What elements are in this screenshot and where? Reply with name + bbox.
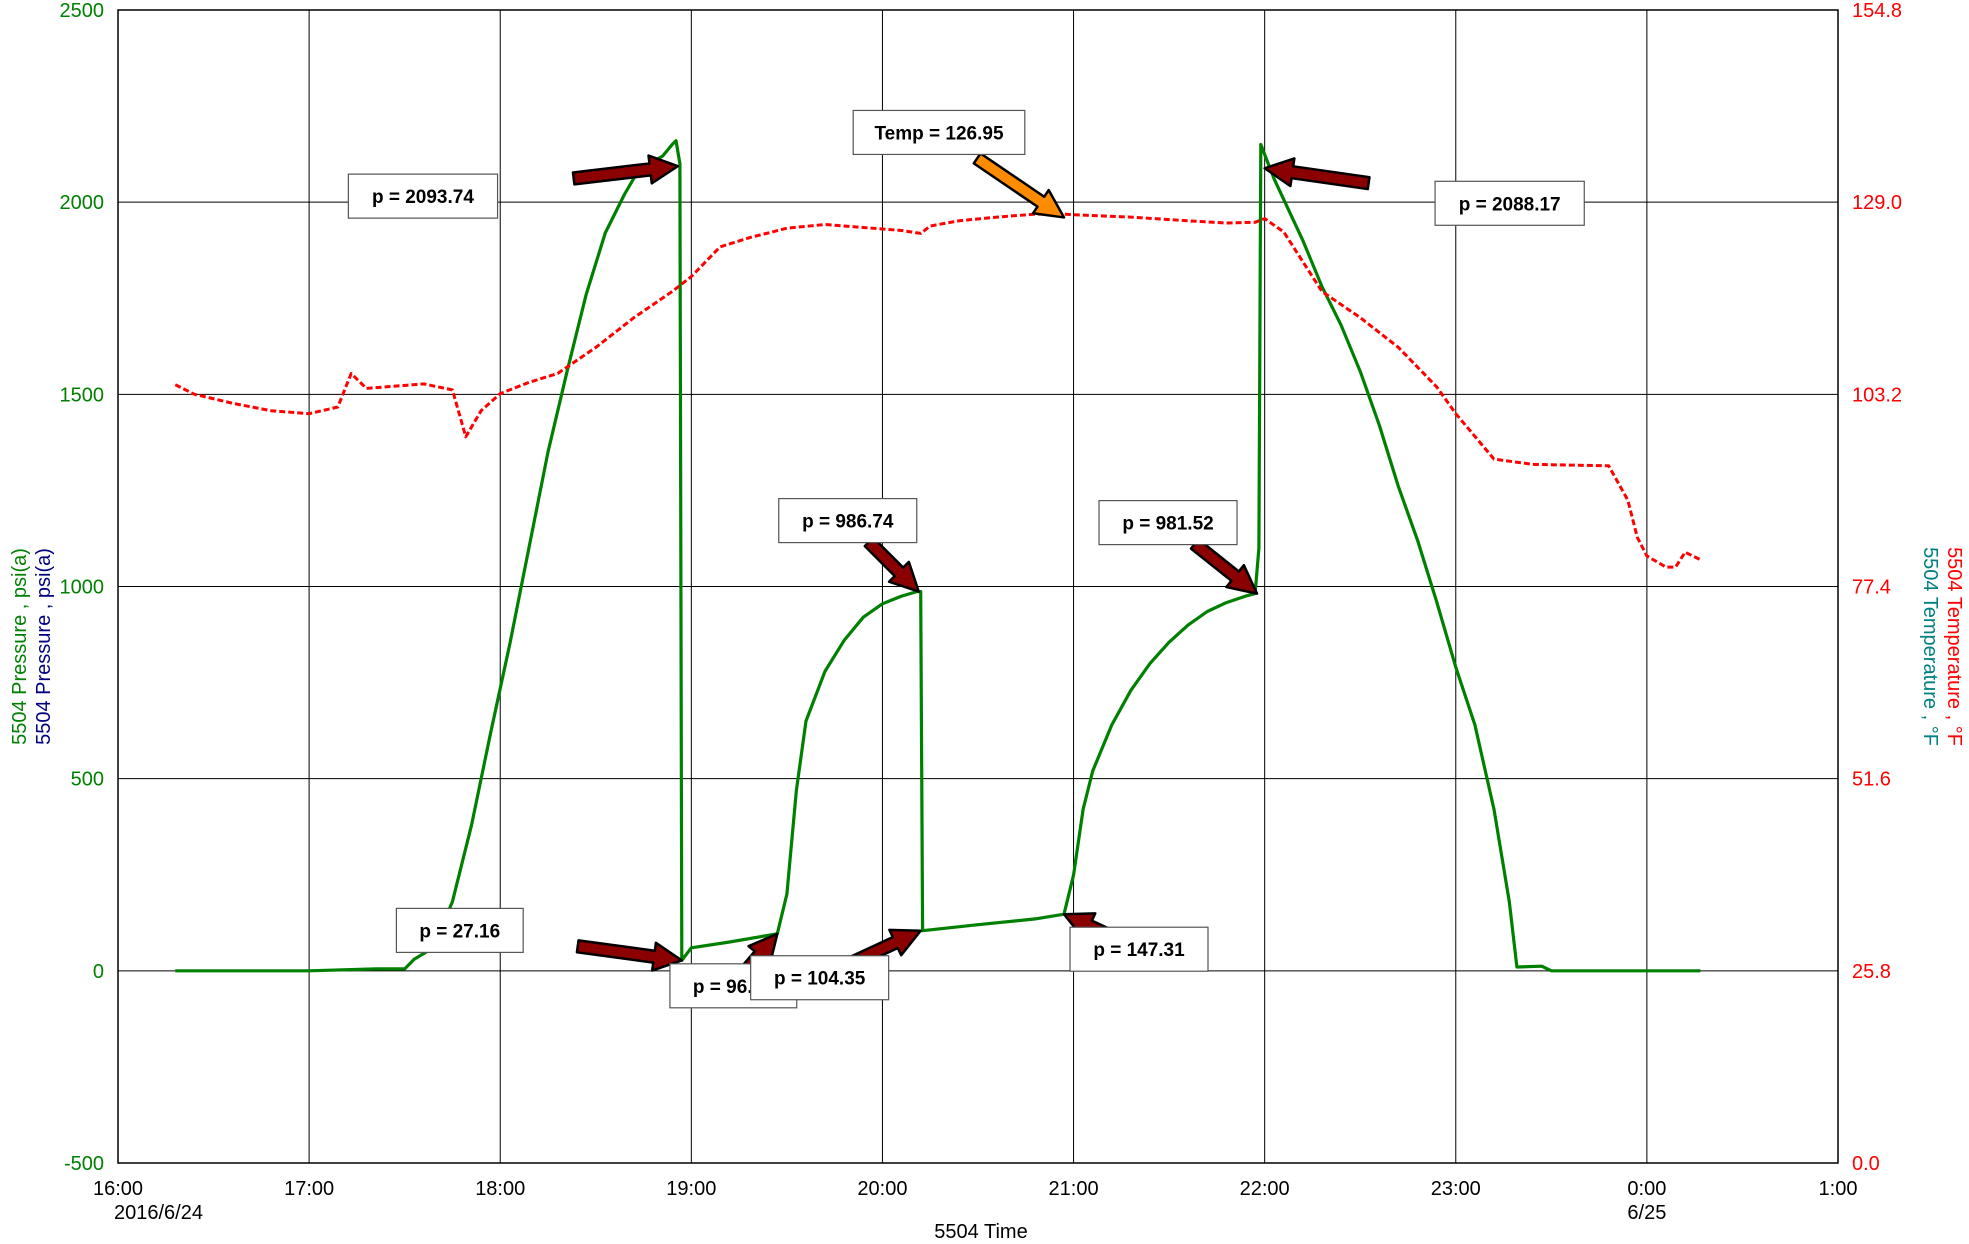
callout-box xyxy=(395,907,524,953)
callout-arrow xyxy=(1263,157,1371,191)
callout-label: p = 986.74 xyxy=(802,512,894,533)
y-axis-title-right: 5504 Temperature , °F xyxy=(1919,547,1941,746)
y-left-tick-label: 1500 xyxy=(60,384,105,406)
y-axis-title-left: 5504 Pressure , psi(a) xyxy=(33,548,55,745)
x-tick-sublabel: 2016/6/24 xyxy=(114,1202,203,1224)
y-axis-titles-left: 5504 Pressure , psi(a) 5504 Pressure , ps… xyxy=(9,548,55,745)
pressure-series-line xyxy=(175,139,1701,973)
callout-label: p = 2093.74 xyxy=(372,187,474,208)
callout-arrow xyxy=(575,939,684,972)
callout-arrow xyxy=(571,154,680,186)
callout-arrow xyxy=(1189,537,1259,595)
x-tick-label: 20:00 xyxy=(857,1178,907,1200)
x-tick-label: 22:00 xyxy=(1240,1178,1290,1200)
callout-box xyxy=(1098,500,1238,546)
y-left-tick-label: 1000 xyxy=(60,577,105,599)
x-tick-label: 1:00 xyxy=(1819,1178,1858,1200)
y-right-tick-label: 77.4 xyxy=(1852,577,1891,599)
x-tick-sublabel: 6/25 xyxy=(1627,1202,1666,1224)
x-tick-label: 19:00 xyxy=(666,1178,716,1200)
y-left-tick-label: -500 xyxy=(64,1153,104,1175)
callout-label: Temp = 126.95 xyxy=(874,123,1003,144)
x-tick-label: 16:00 xyxy=(93,1178,143,1200)
callout-box xyxy=(1069,926,1209,972)
callout-arrow xyxy=(972,152,1066,219)
y-axis-title-right: 5504 Temperature , °F xyxy=(1943,547,1965,746)
y-right-tick-label: 51.6 xyxy=(1852,769,1891,791)
y-left-tick-label: 2500 xyxy=(60,0,105,22)
y-right-tick-label: 0.0 xyxy=(1852,1153,1880,1175)
x-tick-label: 21:00 xyxy=(1049,1178,1099,1200)
callout-label: p = 27.16 xyxy=(419,921,500,942)
callout-label: p = 147.31 xyxy=(1093,940,1185,961)
callout-label: p = 104.35 xyxy=(774,969,866,990)
annotations: p = 2093.74 Temp = 126.95 p = 2088.17 p = 9… xyxy=(347,109,1585,1009)
callout-arrow xyxy=(863,536,921,593)
tick-labels: 2500 154.8 2000 129.0 1500 103.2 1000 77.4 500 51… xyxy=(60,0,1903,1224)
callout-box xyxy=(1434,180,1585,226)
y-left-tick-label: 0 xyxy=(93,961,104,983)
temperature-series-line xyxy=(174,212,1702,569)
x-tick-label: 17:00 xyxy=(284,1178,334,1200)
y-left-tick-label: 500 xyxy=(71,769,104,791)
y-right-tick-label: 154.8 xyxy=(1852,0,1902,22)
callout-box xyxy=(852,109,1026,156)
callout-label: p = 981.52 xyxy=(1122,514,1213,535)
x-tick-label: 23:00 xyxy=(1431,1178,1481,1200)
callout-box xyxy=(347,173,499,219)
y-right-tick-label: 103.2 xyxy=(1852,384,1902,406)
callout-box xyxy=(778,497,918,544)
callout-box xyxy=(750,955,890,1001)
x-tick-label: 18:00 xyxy=(475,1178,525,1200)
series-layer xyxy=(174,139,1702,973)
y-left-tick-label: 2000 xyxy=(60,192,105,214)
x-tick-label: 0:00 xyxy=(1627,1178,1666,1200)
y-right-tick-label: 25.8 xyxy=(1852,961,1891,983)
x-axis-title: 5504 Time xyxy=(934,1221,1027,1243)
y-axis-title-left: 5504 Pressure , psi(a) xyxy=(9,548,31,745)
y-right-tick-label: 129.0 xyxy=(1852,192,1902,214)
callout-label: p = 2088.17 xyxy=(1459,194,1561,215)
